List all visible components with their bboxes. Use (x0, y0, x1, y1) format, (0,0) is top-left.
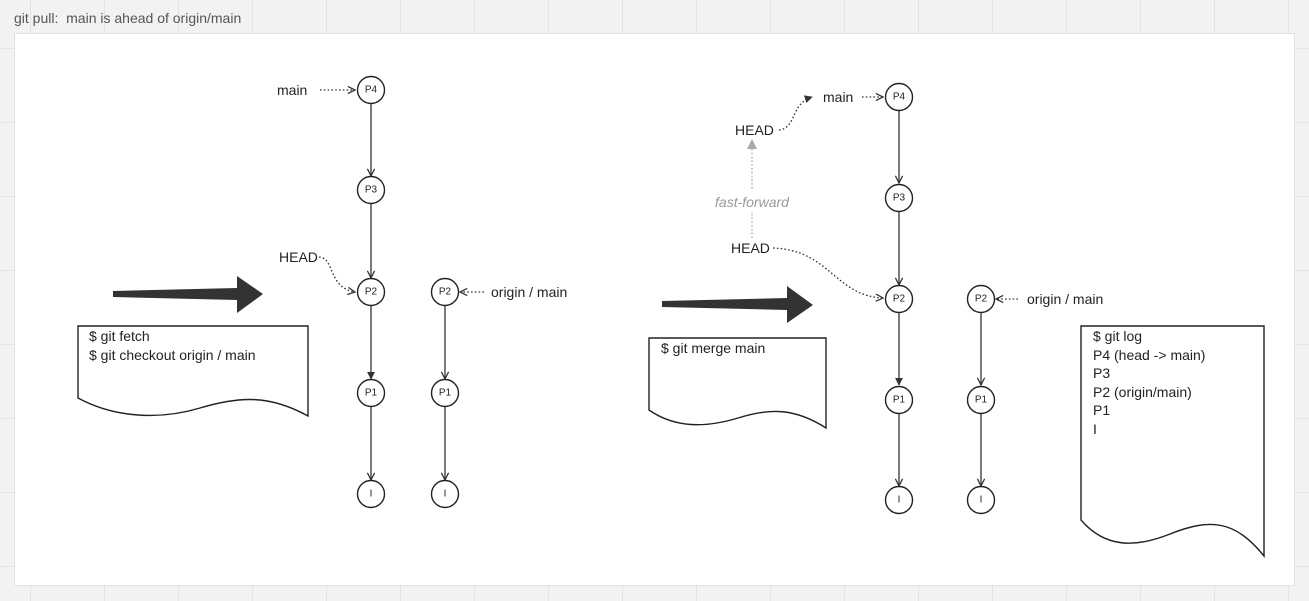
svg-text:P2: P2 (439, 287, 452, 298)
right-big-arrow (662, 286, 813, 323)
svg-text:P1: P1 (975, 395, 988, 406)
svg-text:P2: P2 (365, 287, 378, 298)
left-big-arrow (113, 276, 263, 313)
right-head-new-label: HEAD (735, 122, 774, 138)
git-log-line-4: P2 (origin/main) (1093, 384, 1192, 400)
right-main-label: main (823, 89, 853, 105)
svg-text:I: I (370, 489, 373, 500)
svg-text:I: I (444, 489, 447, 500)
left-origin-commit-p1: P1 (430, 378, 460, 408)
board-title: git pull: main is ahead of origin/main (14, 10, 242, 26)
right-head-old-pointer (772, 247, 883, 298)
fast-forward-label: fast-forward (715, 194, 790, 210)
svg-text:P2: P2 (975, 294, 988, 305)
left-head-pointer (318, 256, 355, 292)
svg-text:I: I (898, 495, 901, 506)
git-log-line-3: P3 (1093, 365, 1110, 381)
right-commit-p1: P1 (884, 385, 914, 415)
right-commit-p3: P3 (884, 183, 914, 213)
left-command-2: $ git checkout origin / main (89, 347, 256, 363)
svg-text:P1: P1 (439, 388, 452, 399)
svg-text:P3: P3 (365, 185, 378, 196)
git-log-line-6: I (1093, 421, 1097, 437)
left-command-1: $ git fetch (89, 328, 150, 344)
right-head-new-pointer (778, 95, 813, 131)
left-main-label: main (277, 82, 307, 98)
right-origin-label: origin / main (1027, 291, 1103, 307)
left-commit-p2: P2 (356, 277, 386, 307)
svg-text:I: I (980, 495, 983, 506)
svg-text:P4: P4 (365, 85, 378, 96)
left-commit-p3: P3 (356, 175, 386, 205)
fast-forward-label-bg (712, 191, 792, 211)
svg-text:P2: P2 (893, 294, 906, 305)
right-origin-commit-i: I (966, 485, 996, 515)
svg-text:P1: P1 (893, 395, 906, 406)
left-origin-commit-i: I (430, 479, 460, 509)
left-commit-p4: P4 (356, 75, 386, 105)
git-log-doc (1080, 325, 1265, 558)
left-head-label: HEAD (279, 249, 318, 265)
right-commit-p4: P4 (884, 82, 914, 112)
git-log-line-1: $ git log (1093, 328, 1142, 344)
svg-text:P1: P1 (365, 388, 378, 399)
git-log-line-5: P1 (1093, 402, 1110, 418)
right-origin-commit-p2: P2 (966, 284, 996, 314)
left-command-doc (77, 325, 309, 418)
right-command-doc (648, 337, 827, 430)
left-origin-label: origin / main (491, 284, 567, 300)
right-command-1: $ git merge main (661, 340, 765, 356)
svg-text:P3: P3 (893, 193, 906, 204)
left-origin-commit-p2: P2 (430, 277, 460, 307)
right-commit-i: I (884, 485, 914, 515)
right-head-old-label: HEAD (731, 240, 770, 256)
svg-text:P4: P4 (893, 92, 906, 103)
left-commit-p1: P1 (356, 378, 386, 408)
left-commit-i: I (356, 479, 386, 509)
git-log-line-2: P4 (head -> main) (1093, 347, 1205, 363)
right-origin-commit-p1: P1 (966, 385, 996, 415)
right-commit-p2: P2 (884, 284, 914, 314)
